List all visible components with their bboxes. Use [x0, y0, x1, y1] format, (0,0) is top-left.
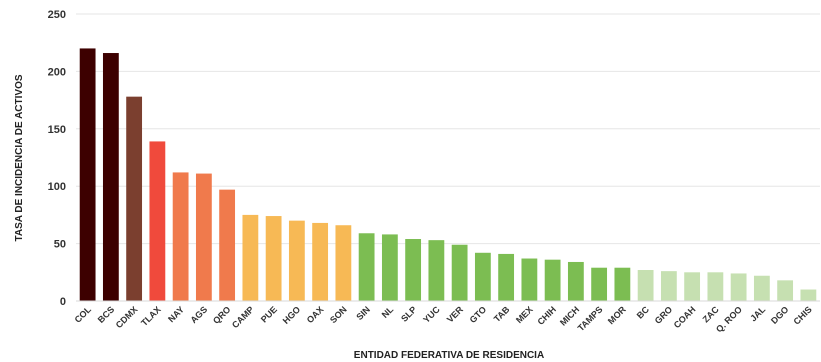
bar — [591, 267, 608, 301]
y-tick-label: 100 — [48, 181, 66, 193]
x-tick-label: NAY — [166, 304, 186, 324]
y-axis-ticks: 0 50 100 150 200 250 — [48, 9, 66, 308]
bar — [79, 48, 96, 301]
x-tick-label: NL — [380, 304, 396, 320]
bar — [195, 173, 212, 301]
bar — [684, 272, 701, 301]
bar — [358, 233, 375, 301]
x-tick-label: MEX — [514, 304, 535, 325]
bar — [288, 220, 305, 301]
x-tick-label: CDMX — [114, 304, 140, 330]
bar — [521, 258, 538, 301]
bar — [567, 261, 584, 301]
bar — [405, 239, 422, 301]
bar — [660, 271, 677, 301]
bar — [265, 216, 282, 301]
bar — [498, 253, 515, 301]
bar — [335, 225, 352, 301]
bar — [730, 273, 747, 301]
x-tick-label: ZAC — [701, 304, 722, 325]
x-tick-label: DGO — [769, 304, 791, 326]
bar — [428, 240, 445, 301]
x-tick-label: CHIS — [792, 304, 814, 326]
bars — [79, 48, 817, 302]
y-axis-title: TASA DE INCIDENCIA DE ACTIVOS — [14, 74, 25, 241]
x-tick-label: PUE — [259, 304, 279, 324]
y-tick-label: 0 — [60, 296, 66, 308]
bar — [381, 234, 398, 301]
x-tick-label: TLAX — [139, 304, 163, 328]
x-tick-label: YUC — [421, 304, 442, 325]
x-tick-label: AGS — [188, 304, 209, 325]
bar — [777, 280, 794, 301]
x-tick-label: COAH — [672, 304, 698, 330]
bar — [753, 275, 770, 301]
bar — [614, 267, 631, 301]
bar — [242, 214, 259, 301]
bar — [451, 244, 468, 301]
bar — [126, 96, 143, 301]
y-tick-label: 150 — [48, 124, 66, 136]
bar — [172, 172, 189, 301]
x-tick-label: HGO — [281, 304, 303, 326]
x-tick-label: SON — [328, 304, 349, 325]
x-tick-label: VER — [445, 304, 466, 325]
x-tick-label: COL — [73, 304, 94, 325]
x-tick-label: BCS — [96, 304, 117, 325]
x-tick-label: TAB — [492, 304, 512, 324]
bar — [637, 270, 654, 301]
bar — [544, 259, 561, 301]
bar — [474, 252, 491, 301]
bar — [149, 141, 166, 301]
x-axis-title: ENTIDAD FEDERATIVA DE RESIDENCIA — [354, 350, 544, 361]
x-tick-label: TAMPS — [576, 304, 605, 333]
x-tick-label: Q. ROO — [714, 304, 744, 334]
bar — [219, 189, 236, 301]
bar — [102, 53, 119, 302]
y-tick-label: 200 — [48, 66, 66, 78]
x-tick-label: MOR — [606, 304, 628, 326]
y-tick-label: 50 — [54, 239, 66, 251]
y-tick-label: 250 — [48, 9, 66, 21]
x-tick-label: GTO — [468, 304, 489, 325]
x-tick-label: SIN — [354, 304, 372, 322]
x-tick-label: SLP — [399, 304, 418, 323]
bar — [707, 272, 724, 301]
x-tick-label: OAX — [305, 304, 326, 325]
x-tick-label: BC — [635, 304, 652, 321]
x-tick-label: CHIH — [535, 304, 558, 327]
x-tick-label: JAL — [748, 304, 767, 323]
x-tick-label: CAMP — [230, 304, 256, 330]
bar — [800, 289, 817, 301]
bar — [312, 222, 329, 301]
